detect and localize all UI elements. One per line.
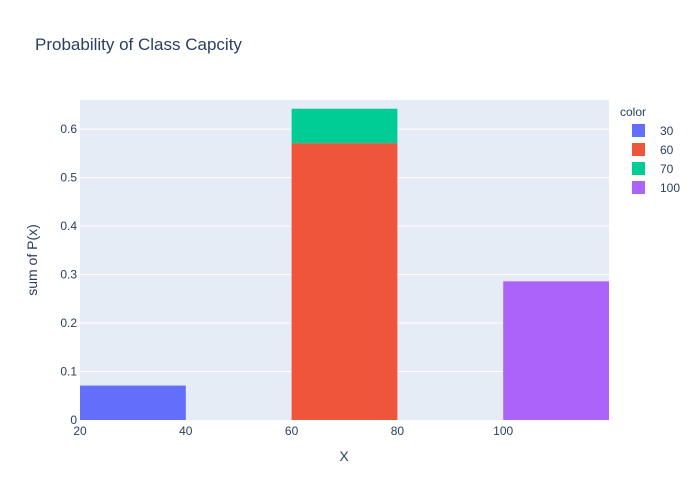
legend-item-70[interactable]: 70 — [632, 162, 674, 176]
x-tick-label: 80 — [391, 424, 405, 438]
y-tick-label: 0.6 — [60, 122, 77, 136]
y-tick-label: 0.1 — [60, 365, 77, 379]
legend-title: color — [620, 105, 646, 119]
bar-70[interactable] — [291, 108, 398, 144]
legend-item-30[interactable]: 30 — [632, 124, 674, 138]
legend-item-60[interactable]: 60 — [632, 143, 674, 157]
legend-label: 30 — [660, 124, 674, 138]
legend-swatch — [632, 143, 645, 156]
legend[interactable]: color 30 60 70 100 — [620, 105, 680, 195]
bar-60[interactable] — [291, 143, 398, 420]
bar-100[interactable] — [503, 281, 609, 420]
bar-30[interactable] — [80, 385, 186, 420]
legend-swatch — [632, 181, 645, 194]
x-tick-label: 20 — [73, 424, 87, 438]
y-tick-label: 0.5 — [60, 171, 77, 185]
bars — [80, 108, 609, 420]
y-tick-label: 0.3 — [60, 268, 77, 282]
chart-title: Probability of Class Capcity — [35, 35, 242, 54]
x-tick-label: 60 — [285, 424, 299, 438]
y-axis-ticks: 0 0.1 0.2 0.3 0.4 0.5 0.6 — [60, 122, 77, 427]
legend-item-100[interactable]: 100 — [632, 181, 680, 195]
legend-swatch — [632, 162, 645, 175]
legend-label: 100 — [660, 181, 680, 195]
y-tick-label: 0 — [70, 413, 77, 427]
legend-swatch — [632, 124, 645, 137]
legend-label: 70 — [660, 162, 674, 176]
legend-label: 60 — [660, 143, 674, 157]
x-axis-title: X — [339, 448, 349, 464]
x-tick-label: 100 — [493, 424, 513, 438]
x-axis-ticks: 20 40 60 80 100 — [73, 424, 513, 438]
y-tick-label: 0.2 — [60, 316, 77, 330]
y-axis-title: sum of P(x) — [24, 224, 40, 296]
x-tick-label: 40 — [179, 424, 193, 438]
y-tick-label: 0.4 — [60, 219, 77, 233]
